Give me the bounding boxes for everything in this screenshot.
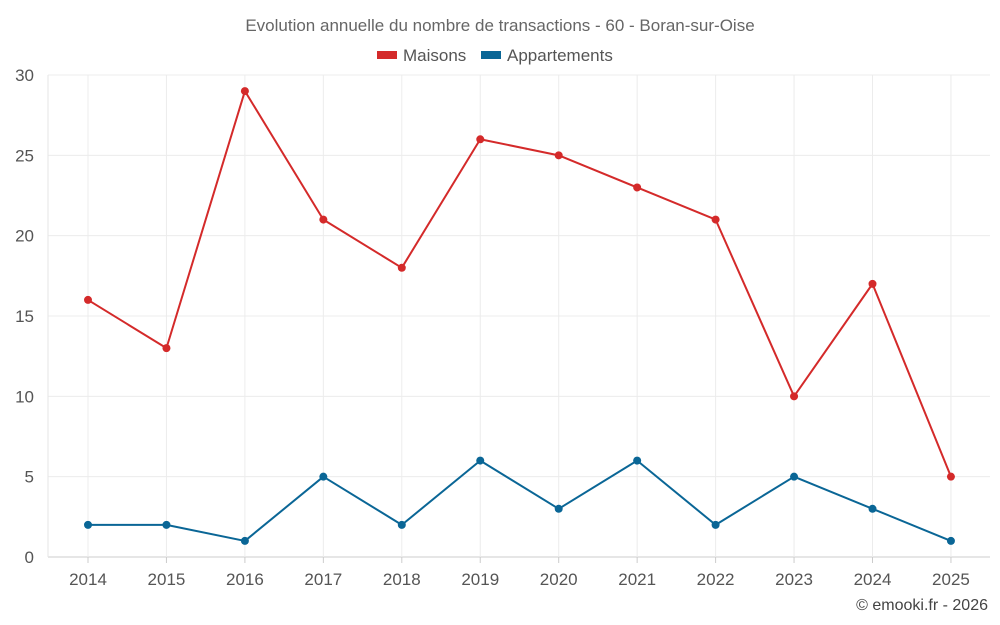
- legend: Maisons Appartements: [377, 46, 613, 65]
- data-point-maisons[interactable]: [554, 151, 563, 160]
- data-point-maisons[interactable]: [397, 263, 406, 272]
- data-point-maisons[interactable]: [162, 344, 171, 353]
- data-point-maisons[interactable]: [476, 135, 485, 144]
- legend-item-maisons[interactable]: Maisons: [377, 46, 466, 65]
- series-line-maisons: [87, 90, 952, 478]
- y-tick-label: 10: [15, 387, 34, 406]
- x-tick-label: 2020: [540, 570, 578, 589]
- chart-title: Evolution annuelle du nombre de transact…: [245, 16, 754, 35]
- series-line-appartements: [88, 459, 952, 542]
- x-tick-label: 2015: [148, 570, 186, 589]
- x-tick-label: 2025: [932, 570, 970, 589]
- data-point-appartements[interactable]: [633, 456, 642, 465]
- x-tick-label: 2016: [226, 570, 264, 589]
- grid: [48, 74, 990, 558]
- data-point-maisons[interactable]: [868, 279, 877, 288]
- x-tick-label: 2017: [304, 570, 342, 589]
- x-tick-label: 2018: [383, 570, 421, 589]
- data-point-maisons[interactable]: [946, 472, 955, 481]
- data-point-appartements[interactable]: [554, 504, 563, 513]
- x-tick-label: 2014: [69, 570, 107, 589]
- data-point-maisons[interactable]: [84, 295, 92, 304]
- data-point-maisons[interactable]: [711, 215, 720, 224]
- legend-label-maisons: Maisons: [403, 46, 466, 65]
- data-point-maisons[interactable]: [790, 392, 799, 401]
- data-point-appartements[interactable]: [397, 520, 406, 529]
- data-point-maisons[interactable]: [319, 215, 328, 224]
- credit: © emooki.fr - 2026: [856, 597, 988, 614]
- data-point-appartements[interactable]: [790, 472, 799, 481]
- data-point-appartements[interactable]: [946, 536, 955, 545]
- x-tick-label: 2019: [461, 570, 499, 589]
- data-point-appartements[interactable]: [868, 504, 877, 513]
- series-layer: [84, 87, 955, 545]
- x-tick-label: 2023: [775, 570, 813, 589]
- data-point-appartements[interactable]: [711, 520, 720, 529]
- y-tick-label: 5: [25, 468, 34, 487]
- legend-swatch-maisons: [377, 51, 397, 59]
- y-tick-label: 0: [25, 548, 34, 567]
- x-tick-label: 2022: [697, 570, 735, 589]
- x-tick-label: 2024: [854, 570, 892, 589]
- data-point-maisons[interactable]: [240, 87, 249, 96]
- data-point-appartements[interactable]: [319, 472, 328, 481]
- data-point-maisons[interactable]: [633, 183, 642, 192]
- y-tick-label: 30: [15, 66, 34, 85]
- legend-swatch-appartements: [481, 51, 501, 59]
- x-tick-label: 2021: [618, 570, 656, 589]
- data-point-appartements[interactable]: [84, 520, 92, 529]
- legend-label-appartements: Appartements: [507, 46, 613, 65]
- data-point-appartements[interactable]: [476, 456, 485, 465]
- y-tick-label: 20: [15, 227, 34, 246]
- y-tick-label: 15: [15, 307, 34, 326]
- data-point-appartements[interactable]: [240, 536, 249, 545]
- data-point-appartements[interactable]: [162, 520, 171, 529]
- y-tick-label: 25: [15, 146, 34, 165]
- legend-item-appartements[interactable]: Appartements: [481, 46, 613, 65]
